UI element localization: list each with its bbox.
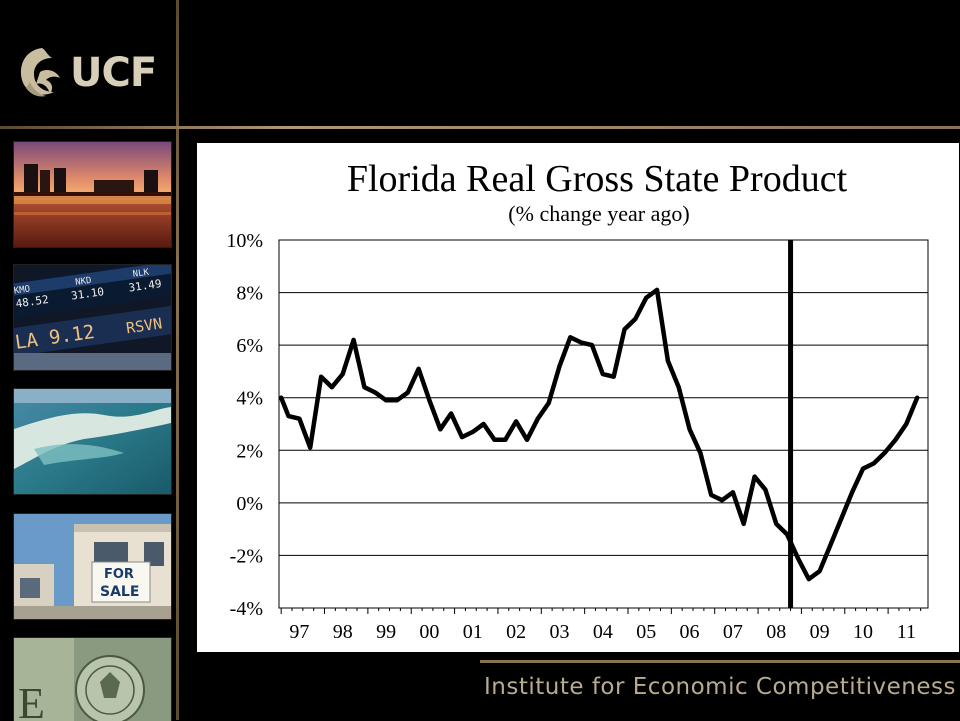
y-tick-label: 0% <box>236 493 263 515</box>
ticker-symbol: NLK <box>132 268 150 280</box>
x-tick-label: 09 <box>810 621 830 643</box>
x-tick-label: 98 <box>333 621 353 643</box>
x-tick-label: 10 <box>853 621 873 643</box>
pegasus-icon <box>20 48 60 97</box>
y-tick-label: 2% <box>236 440 263 462</box>
y-tick-label: 10% <box>226 230 263 252</box>
line-chart: 10% 8% 6% 4% 2% 0% -2% -4% 97 98 99 00 01 02 03 04 05 06 0… <box>226 230 929 643</box>
chart-panel: Florida Real Gross State Product (% chan… <box>197 143 959 652</box>
svg-text:E: E <box>18 679 45 721</box>
coastal-water-photo <box>13 388 172 495</box>
ucf-logo: UCF <box>12 42 174 102</box>
y-tick-label: 6% <box>236 335 263 357</box>
x-tick-label: 04 <box>593 621 613 643</box>
x-tick-label: 11 <box>897 621 916 643</box>
y-tick-label: -4% <box>230 598 263 620</box>
footer-institute-name: Institute for Economic Competitiveness <box>484 674 956 700</box>
y-tick-label: 4% <box>236 388 263 410</box>
y-tick-label: -2% <box>230 545 263 567</box>
ticker-symbol: NKD <box>75 276 92 288</box>
dollar-bill-photo: E <box>13 637 172 721</box>
for-sale-house-photo: FOR SALE <box>13 513 172 620</box>
x-tick-label: 00 <box>419 621 439 643</box>
frame-vertical-rule <box>176 0 179 720</box>
y-tick-label: 8% <box>236 283 263 305</box>
frame-horizontal-rule <box>0 126 960 129</box>
x-tick-label: 99 <box>376 621 396 643</box>
plot-frame <box>278 239 929 609</box>
x-tick-label: 01 <box>463 621 483 643</box>
series-line <box>278 287 920 582</box>
footer-rule <box>480 660 960 663</box>
x-tick-label: 08 <box>766 621 786 643</box>
logo-text: UCF <box>70 50 157 96</box>
sale-sign-word: SALE <box>100 584 139 600</box>
x-tick-label: 05 <box>636 621 656 643</box>
ticker-symbol: KMO <box>14 284 31 296</box>
city-skyline-photo <box>13 141 172 248</box>
chart-title: Florida Real Gross State Product <box>346 158 848 200</box>
chart-subtitle: (% change year ago) <box>508 201 690 226</box>
x-tick-label: 03 <box>549 621 569 643</box>
ticker-symbol: RSVN <box>125 314 163 337</box>
x-tick-label: 97 <box>289 621 309 643</box>
stock-ticker-photo: KMO NKD NLK 48.52 31.10 31.49 LA 9.12 RS… <box>13 264 172 371</box>
x-tick-label: 06 <box>680 621 700 643</box>
x-tick-label: 07 <box>723 621 743 643</box>
sale-sign-word: FOR <box>104 567 134 582</box>
ticker-price: 31.10 <box>70 285 105 302</box>
ticker-price: 31.49 <box>128 277 163 294</box>
x-tick-label: 02 <box>506 621 526 643</box>
ticker-price: 48.52 <box>15 293 50 310</box>
